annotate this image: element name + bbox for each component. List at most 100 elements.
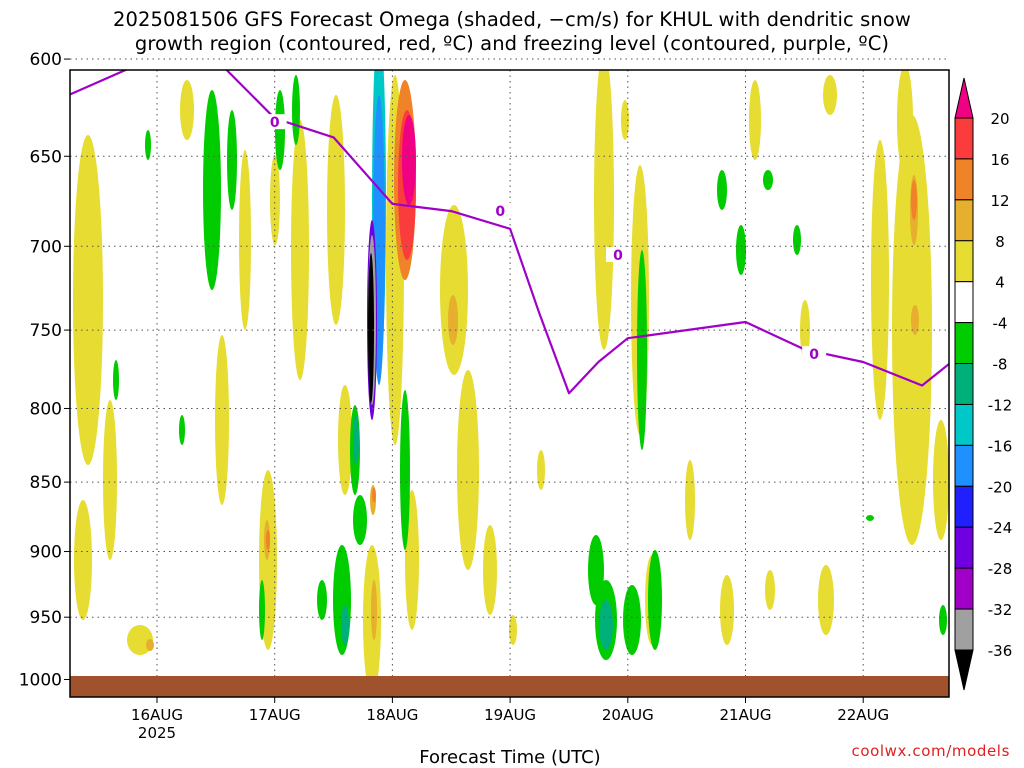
x-tick-label: 19AUG (484, 706, 536, 724)
omega-blob-teal (341, 605, 349, 645)
omega-blob (866, 515, 874, 521)
omega-blob (749, 80, 761, 160)
colorbar-label: -28 (988, 560, 1013, 578)
x-tick-label: 21AUG (720, 706, 772, 724)
omega-blob-gold (911, 305, 919, 335)
colorbar-label: 20 (990, 110, 1009, 128)
colorbar-label: 4 (995, 274, 1005, 292)
omega-blob (291, 120, 309, 380)
omega-blob (227, 110, 237, 210)
chart-title-line1: 2025081506 GFS Forecast Omega (shaded, −… (113, 8, 911, 31)
x-tick-label: 20AUG (602, 706, 654, 724)
omega-blob-teal (599, 600, 613, 650)
colorbar-segment (954, 526, 974, 569)
contour-label-bg (262, 114, 287, 130)
colorbar-label: -16 (988, 437, 1013, 455)
omega-blob (275, 90, 285, 170)
omega-blob-orange (266, 530, 270, 550)
omega-blob-orange (911, 180, 917, 220)
y-tick-label: 850 (30, 473, 62, 493)
colorbar-segment (954, 240, 974, 283)
contour-label-bg (488, 203, 513, 219)
contour-line (69, 0, 952, 49)
contour-label: 0 (809, 347, 819, 363)
omega-blob (338, 385, 352, 495)
contour-label: 0 (495, 204, 505, 220)
colorbar-segment (954, 281, 974, 324)
contour-label-bg (605, 246, 630, 262)
contour-label-bg (802, 346, 827, 362)
omega-blob (239, 150, 251, 330)
omega-blob (933, 420, 949, 540)
omega-blob (317, 580, 327, 620)
colorbar-segment (954, 485, 974, 528)
colorbar-top-arrow (954, 77, 974, 119)
omega-blob (440, 205, 468, 375)
omega-blob (720, 575, 734, 645)
colorbar-legend: 20 16 12 8 4 -4 -8 -12 -16 -20 -24 -28 -32 -36 (954, 77, 1013, 691)
grid-lines (70, 58, 949, 697)
colorbar-label: 12 (990, 192, 1009, 210)
colorbar-segment (954, 403, 974, 446)
omega-blob-orange (372, 487, 376, 503)
omega-blob (353, 495, 367, 545)
omega-blob (509, 615, 517, 645)
colorbar-label: -36 (988, 642, 1013, 660)
colorbar-label: -12 (988, 396, 1013, 414)
colorbar-label: -20 (988, 478, 1013, 496)
y-axis: 2503003504004505005506006507007508008509… (19, 50, 70, 691)
contour-label: 0 (270, 115, 280, 131)
omega-blob (74, 500, 92, 620)
omega-blob (179, 415, 185, 445)
watermark: coolwx.com/models (852, 742, 1011, 760)
omega-blob (621, 100, 629, 140)
y-tick-label: 1000 (19, 671, 62, 691)
omega-blob-pink (402, 115, 416, 205)
y-tick-label: 600 (30, 50, 62, 70)
colorbar-label: -4 (993, 315, 1008, 333)
omega-blob-teal (353, 415, 359, 465)
colorbar-segment (954, 363, 974, 405)
omega-blob (648, 550, 662, 650)
colorbar-segment (954, 444, 974, 487)
omega-blob (763, 170, 773, 190)
omega-blob (717, 170, 727, 210)
x-tick-sublabel: 2025 (138, 724, 176, 742)
colorbar-segment (954, 117, 974, 160)
colorbar-segment (954, 322, 974, 365)
omega-blob (400, 390, 410, 550)
omega-blob (800, 300, 810, 360)
omega-blob (823, 75, 837, 115)
omega-blob (180, 80, 194, 140)
x-tick-label: 22AUG (837, 706, 889, 724)
omega-blob (103, 400, 117, 560)
ground-layer (70, 676, 949, 697)
x-tick-label: 16AUG (131, 706, 183, 724)
omega-blob (594, 70, 614, 350)
omega-blob (939, 605, 947, 635)
omega-blob (793, 225, 801, 255)
omega-shading (73, 70, 949, 695)
y-tick-label: 800 (30, 399, 62, 419)
colorbar-segment (954, 567, 974, 610)
omega-blob (537, 450, 545, 490)
contour-lines: -18-18-18-18-12-12-12-120000 (69, 0, 952, 395)
omega-blob (623, 585, 641, 655)
omega-blob (215, 335, 229, 505)
plot-frame (69, 69, 950, 698)
omega-blob (818, 565, 834, 635)
x-tick-label: 18AUG (366, 706, 418, 724)
y-tick-label: 650 (30, 147, 62, 167)
omega-blob (637, 250, 647, 450)
omega-blob (871, 140, 889, 420)
omega-blob (483, 525, 497, 615)
y-tick-label: 700 (30, 237, 62, 257)
colorbar-segment (954, 199, 974, 242)
chart-title-line2: growth region (contoured, red, ºC) and f… (134, 32, 890, 55)
omega-blob-black (368, 253, 374, 403)
colorbar-label: -8 (993, 356, 1008, 374)
colorbar-label: 8 (995, 233, 1005, 251)
omega-blob (270, 155, 280, 245)
